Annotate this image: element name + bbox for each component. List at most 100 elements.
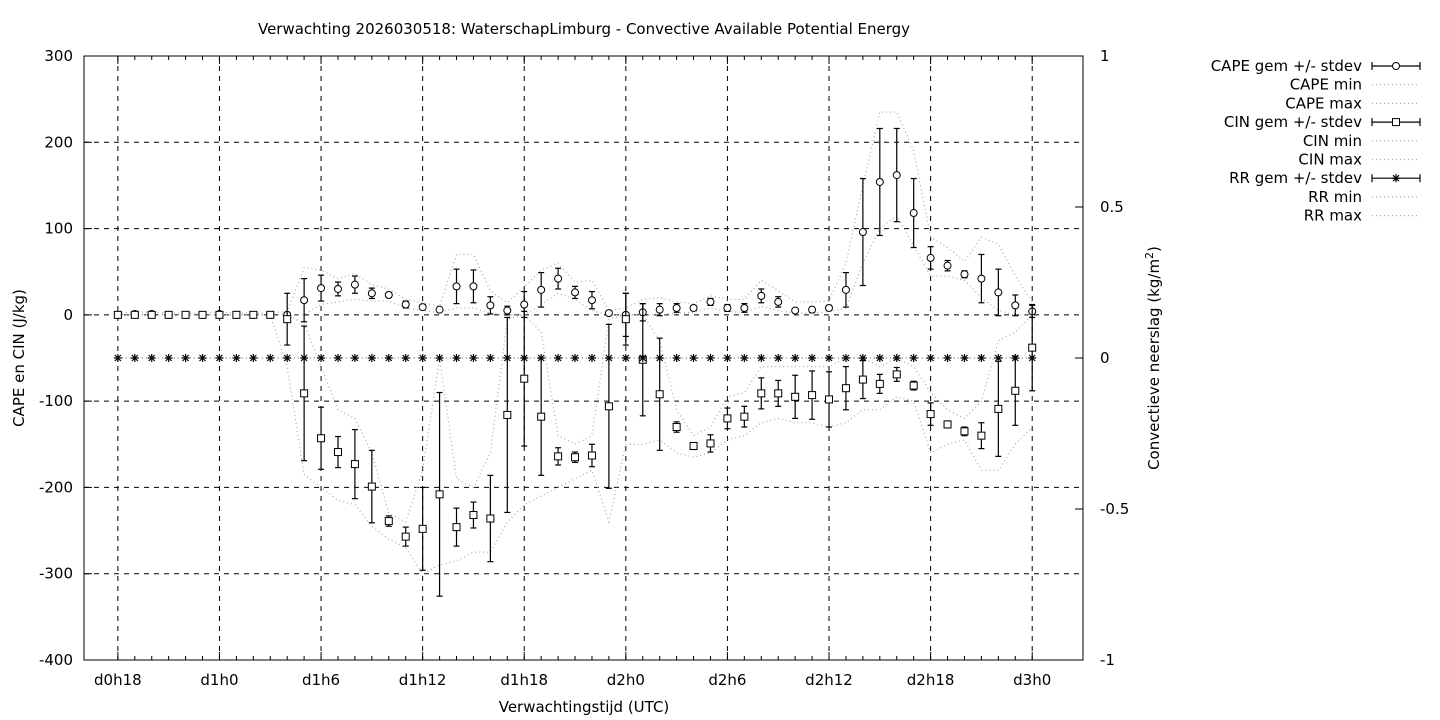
data-point xyxy=(486,301,495,310)
legend-label: CIN min xyxy=(1303,132,1362,150)
data-point xyxy=(858,375,867,384)
x-tick-label: d2h12 xyxy=(805,671,853,689)
data-point xyxy=(1392,174,1400,183)
data-point xyxy=(215,354,224,362)
y-tick-label: 100 xyxy=(44,220,73,238)
legend-label: CIN gem +/- stdev xyxy=(1224,113,1362,131)
data-point xyxy=(130,310,139,319)
series-layer xyxy=(113,111,1037,597)
data-point xyxy=(266,354,275,362)
axis-ticks: d0h18 d1h0 d1h6 d1h12 d1h18 d2h0 d2h6 d2h12 d2h1… xyxy=(39,47,1129,689)
data-point xyxy=(858,354,867,362)
data-point xyxy=(469,511,478,520)
data-point xyxy=(537,354,546,362)
data-point xyxy=(808,305,817,314)
data-point xyxy=(232,310,241,319)
data-point xyxy=(638,354,647,362)
data-point xyxy=(926,410,935,419)
y2-tick-label: 0.5 xyxy=(1100,198,1124,216)
data-point xyxy=(300,296,309,305)
data-point xyxy=(520,300,529,309)
x-tick-label: d2h6 xyxy=(708,671,746,689)
data-point xyxy=(587,354,596,362)
data-point xyxy=(486,354,495,362)
data-point xyxy=(875,177,884,186)
data-point xyxy=(892,370,901,379)
y-tick-label: -200 xyxy=(39,478,73,496)
data-point xyxy=(435,490,444,499)
data-point xyxy=(384,291,393,300)
series-rr-gem-stdev xyxy=(113,354,1037,362)
series-cin-gem-stdev xyxy=(113,292,1037,597)
data-point xyxy=(452,523,461,532)
data-point xyxy=(672,354,681,362)
data-point xyxy=(401,300,410,309)
data-point xyxy=(774,354,783,362)
y2-tick-label: 0 xyxy=(1100,349,1110,367)
data-point xyxy=(757,354,766,362)
data-point xyxy=(604,354,613,362)
y-tick-label: -300 xyxy=(39,565,73,583)
data-point xyxy=(740,303,749,312)
x-tick-label: d1h12 xyxy=(399,671,447,689)
data-point xyxy=(841,384,850,393)
data-point xyxy=(503,306,512,315)
data-point xyxy=(350,460,359,469)
data-point xyxy=(757,389,766,398)
data-point xyxy=(875,354,884,362)
series-cape-min-line xyxy=(117,214,1033,316)
data-point xyxy=(825,354,834,362)
y2-tick-label: 1 xyxy=(1100,47,1110,65)
data-point xyxy=(147,310,156,319)
data-point xyxy=(723,414,732,423)
data-point xyxy=(926,354,935,362)
data-point xyxy=(300,389,309,398)
data-point xyxy=(621,354,630,362)
y2-axis-label: Convectieve neerslag (kg/m2) xyxy=(1143,246,1163,470)
data-point xyxy=(147,354,156,362)
data-point xyxy=(503,410,512,419)
data-point xyxy=(1011,386,1020,395)
data-point xyxy=(384,354,393,362)
data-point xyxy=(621,315,630,324)
data-point xyxy=(232,354,241,362)
x-tick-label: d3h0 xyxy=(1013,671,1051,689)
data-point xyxy=(909,354,918,362)
data-point xyxy=(672,423,681,432)
series-cape-gem-stdev xyxy=(113,127,1037,338)
data-point xyxy=(317,434,326,443)
legend-label: CAPE max xyxy=(1285,94,1362,112)
data-point xyxy=(723,354,732,362)
data-point xyxy=(892,171,901,180)
data-point xyxy=(317,354,326,362)
data-point xyxy=(452,282,461,291)
data-point xyxy=(1028,354,1037,362)
data-point xyxy=(537,285,546,294)
legend-label: RR min xyxy=(1308,188,1362,206)
legend-label: CAPE min xyxy=(1290,76,1362,94)
data-point xyxy=(757,291,766,300)
series-cin-min-line xyxy=(117,314,1033,575)
data-point xyxy=(1011,301,1020,310)
data-point xyxy=(960,354,969,362)
data-point xyxy=(960,270,969,279)
data-point xyxy=(706,297,715,306)
data-point xyxy=(808,354,817,362)
data-point xyxy=(587,296,596,305)
data-point xyxy=(333,354,342,362)
data-point xyxy=(113,354,122,362)
data-point xyxy=(960,427,969,436)
data-point xyxy=(333,284,342,293)
data-point xyxy=(672,303,681,312)
data-point xyxy=(977,274,986,283)
data-point xyxy=(367,354,376,362)
y-tick-label: 200 xyxy=(44,133,73,151)
data-point xyxy=(926,253,935,262)
data-point xyxy=(469,282,478,291)
data-point xyxy=(791,392,800,401)
data-point xyxy=(841,354,850,362)
data-point xyxy=(181,310,190,319)
data-point xyxy=(554,452,563,461)
